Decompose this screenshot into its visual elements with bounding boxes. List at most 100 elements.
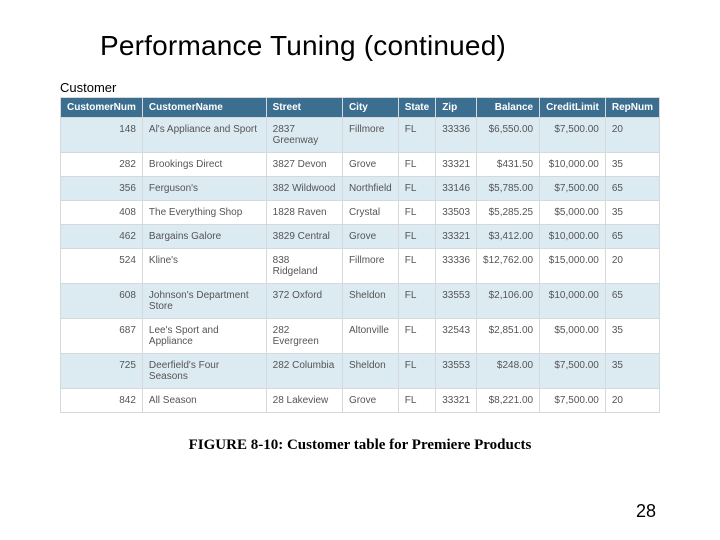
cell-street: 282 Columbia	[266, 354, 342, 389]
cell-repnum: 20	[605, 118, 659, 153]
col-repnum: RepNum	[605, 98, 659, 118]
cell-zip: 33336	[436, 249, 477, 284]
cell-balance: $248.00	[477, 354, 540, 389]
cell-street: 3827 Devon	[266, 153, 342, 177]
cell-city: Altonville	[342, 319, 398, 354]
cell-street: 372 Oxford	[266, 284, 342, 319]
cell-street: 2837 Greenway	[266, 118, 342, 153]
cell-zip: 33321	[436, 389, 477, 413]
cell-customername: Deerfield's Four Seasons	[142, 354, 266, 389]
cell-balance: $2,106.00	[477, 284, 540, 319]
cell-repnum: 20	[605, 249, 659, 284]
table-row: 842All Season28 LakeviewGroveFL33321$8,2…	[61, 389, 660, 413]
cell-creditlimit: $10,000.00	[540, 225, 606, 249]
cell-creditlimit: $5,000.00	[540, 201, 606, 225]
cell-zip: 33336	[436, 118, 477, 153]
cell-state: FL	[398, 354, 435, 389]
cell-state: FL	[398, 389, 435, 413]
cell-creditlimit: $5,000.00	[540, 319, 606, 354]
table-header: CustomerNumCustomerNameStreetCityStateZi…	[61, 98, 660, 118]
col-balance: Balance	[477, 98, 540, 118]
table-header-row: CustomerNumCustomerNameStreetCityStateZi…	[61, 98, 660, 118]
cell-customername: All Season	[142, 389, 266, 413]
cell-customername: Johnson's Department Store	[142, 284, 266, 319]
cell-customername: Ferguson's	[142, 177, 266, 201]
cell-city: Sheldon	[342, 354, 398, 389]
cell-zip: 32543	[436, 319, 477, 354]
cell-city: Fillmore	[342, 118, 398, 153]
cell-customername: Kline's	[142, 249, 266, 284]
col-creditlimit: CreditLimit	[540, 98, 606, 118]
cell-repnum: 35	[605, 319, 659, 354]
cell-creditlimit: $7,500.00	[540, 118, 606, 153]
cell-customernum: 408	[61, 201, 143, 225]
cell-street: 838 Ridgeland	[266, 249, 342, 284]
cell-customername: Lee's Sport and Appliance	[142, 319, 266, 354]
cell-balance: $8,221.00	[477, 389, 540, 413]
cell-customernum: 725	[61, 354, 143, 389]
cell-repnum: 20	[605, 389, 659, 413]
cell-street: 282 Evergreen	[266, 319, 342, 354]
cell-creditlimit: $10,000.00	[540, 153, 606, 177]
cell-city: Northfield	[342, 177, 398, 201]
cell-state: FL	[398, 249, 435, 284]
cell-customernum: 608	[61, 284, 143, 319]
cell-repnum: 65	[605, 177, 659, 201]
table-row: 356Ferguson's382 WildwoodNorthfieldFL331…	[61, 177, 660, 201]
cell-state: FL	[398, 177, 435, 201]
cell-city: Grove	[342, 225, 398, 249]
slide: Performance Tuning (continued) Customer …	[0, 0, 720, 540]
cell-street: 1828 Raven	[266, 201, 342, 225]
cell-street: 28 Lakeview	[266, 389, 342, 413]
cell-balance: $5,785.00	[477, 177, 540, 201]
cell-customernum: 148	[61, 118, 143, 153]
cell-repnum: 35	[605, 153, 659, 177]
table-row: 725Deerfield's Four Seasons282 ColumbiaS…	[61, 354, 660, 389]
cell-city: Sheldon	[342, 284, 398, 319]
cell-balance: $431.50	[477, 153, 540, 177]
customer-table: CustomerNumCustomerNameStreetCityStateZi…	[60, 97, 660, 413]
cell-zip: 33553	[436, 284, 477, 319]
figure-caption: FIGURE 8-10: Customer table for Premiere…	[60, 437, 660, 454]
cell-city: Fillmore	[342, 249, 398, 284]
cell-customername: Al's Appliance and Sport	[142, 118, 266, 153]
cell-balance: $5,285.25	[477, 201, 540, 225]
cell-zip: 33553	[436, 354, 477, 389]
cell-state: FL	[398, 201, 435, 225]
cell-state: FL	[398, 153, 435, 177]
cell-customernum: 462	[61, 225, 143, 249]
cell-zip: 33321	[436, 153, 477, 177]
cell-zip: 33503	[436, 201, 477, 225]
cell-balance: $12,762.00	[477, 249, 540, 284]
cell-city: Grove	[342, 153, 398, 177]
cell-street: 3829 Central	[266, 225, 342, 249]
page-number: 28	[636, 501, 656, 522]
cell-customernum: 282	[61, 153, 143, 177]
cell-street: 382 Wildwood	[266, 177, 342, 201]
cell-state: FL	[398, 225, 435, 249]
cell-customername: Bargains Galore	[142, 225, 266, 249]
cell-zip: 33146	[436, 177, 477, 201]
cell-customername: The Everything Shop	[142, 201, 266, 225]
table-row: 148Al's Appliance and Sport2837 Greenway…	[61, 118, 660, 153]
cell-repnum: 65	[605, 225, 659, 249]
col-zip: Zip	[436, 98, 477, 118]
table-row: 408The Everything Shop1828 RavenCrystalF…	[61, 201, 660, 225]
col-city: City	[342, 98, 398, 118]
col-state: State	[398, 98, 435, 118]
cell-creditlimit: $7,500.00	[540, 389, 606, 413]
col-street: Street	[266, 98, 342, 118]
cell-customernum: 687	[61, 319, 143, 354]
cell-zip: 33321	[436, 225, 477, 249]
cell-state: FL	[398, 284, 435, 319]
table-row: 462Bargains Galore3829 CentralGroveFL333…	[61, 225, 660, 249]
cell-repnum: 65	[605, 284, 659, 319]
table-row: 687Lee's Sport and Appliance282 Evergree…	[61, 319, 660, 354]
cell-repnum: 35	[605, 201, 659, 225]
cell-state: FL	[398, 118, 435, 153]
cell-city: Grove	[342, 389, 398, 413]
cell-balance: $3,412.00	[477, 225, 540, 249]
col-customernum: CustomerNum	[61, 98, 143, 118]
table-body: 148Al's Appliance and Sport2837 Greenway…	[61, 118, 660, 413]
table-label: Customer	[60, 80, 660, 95]
